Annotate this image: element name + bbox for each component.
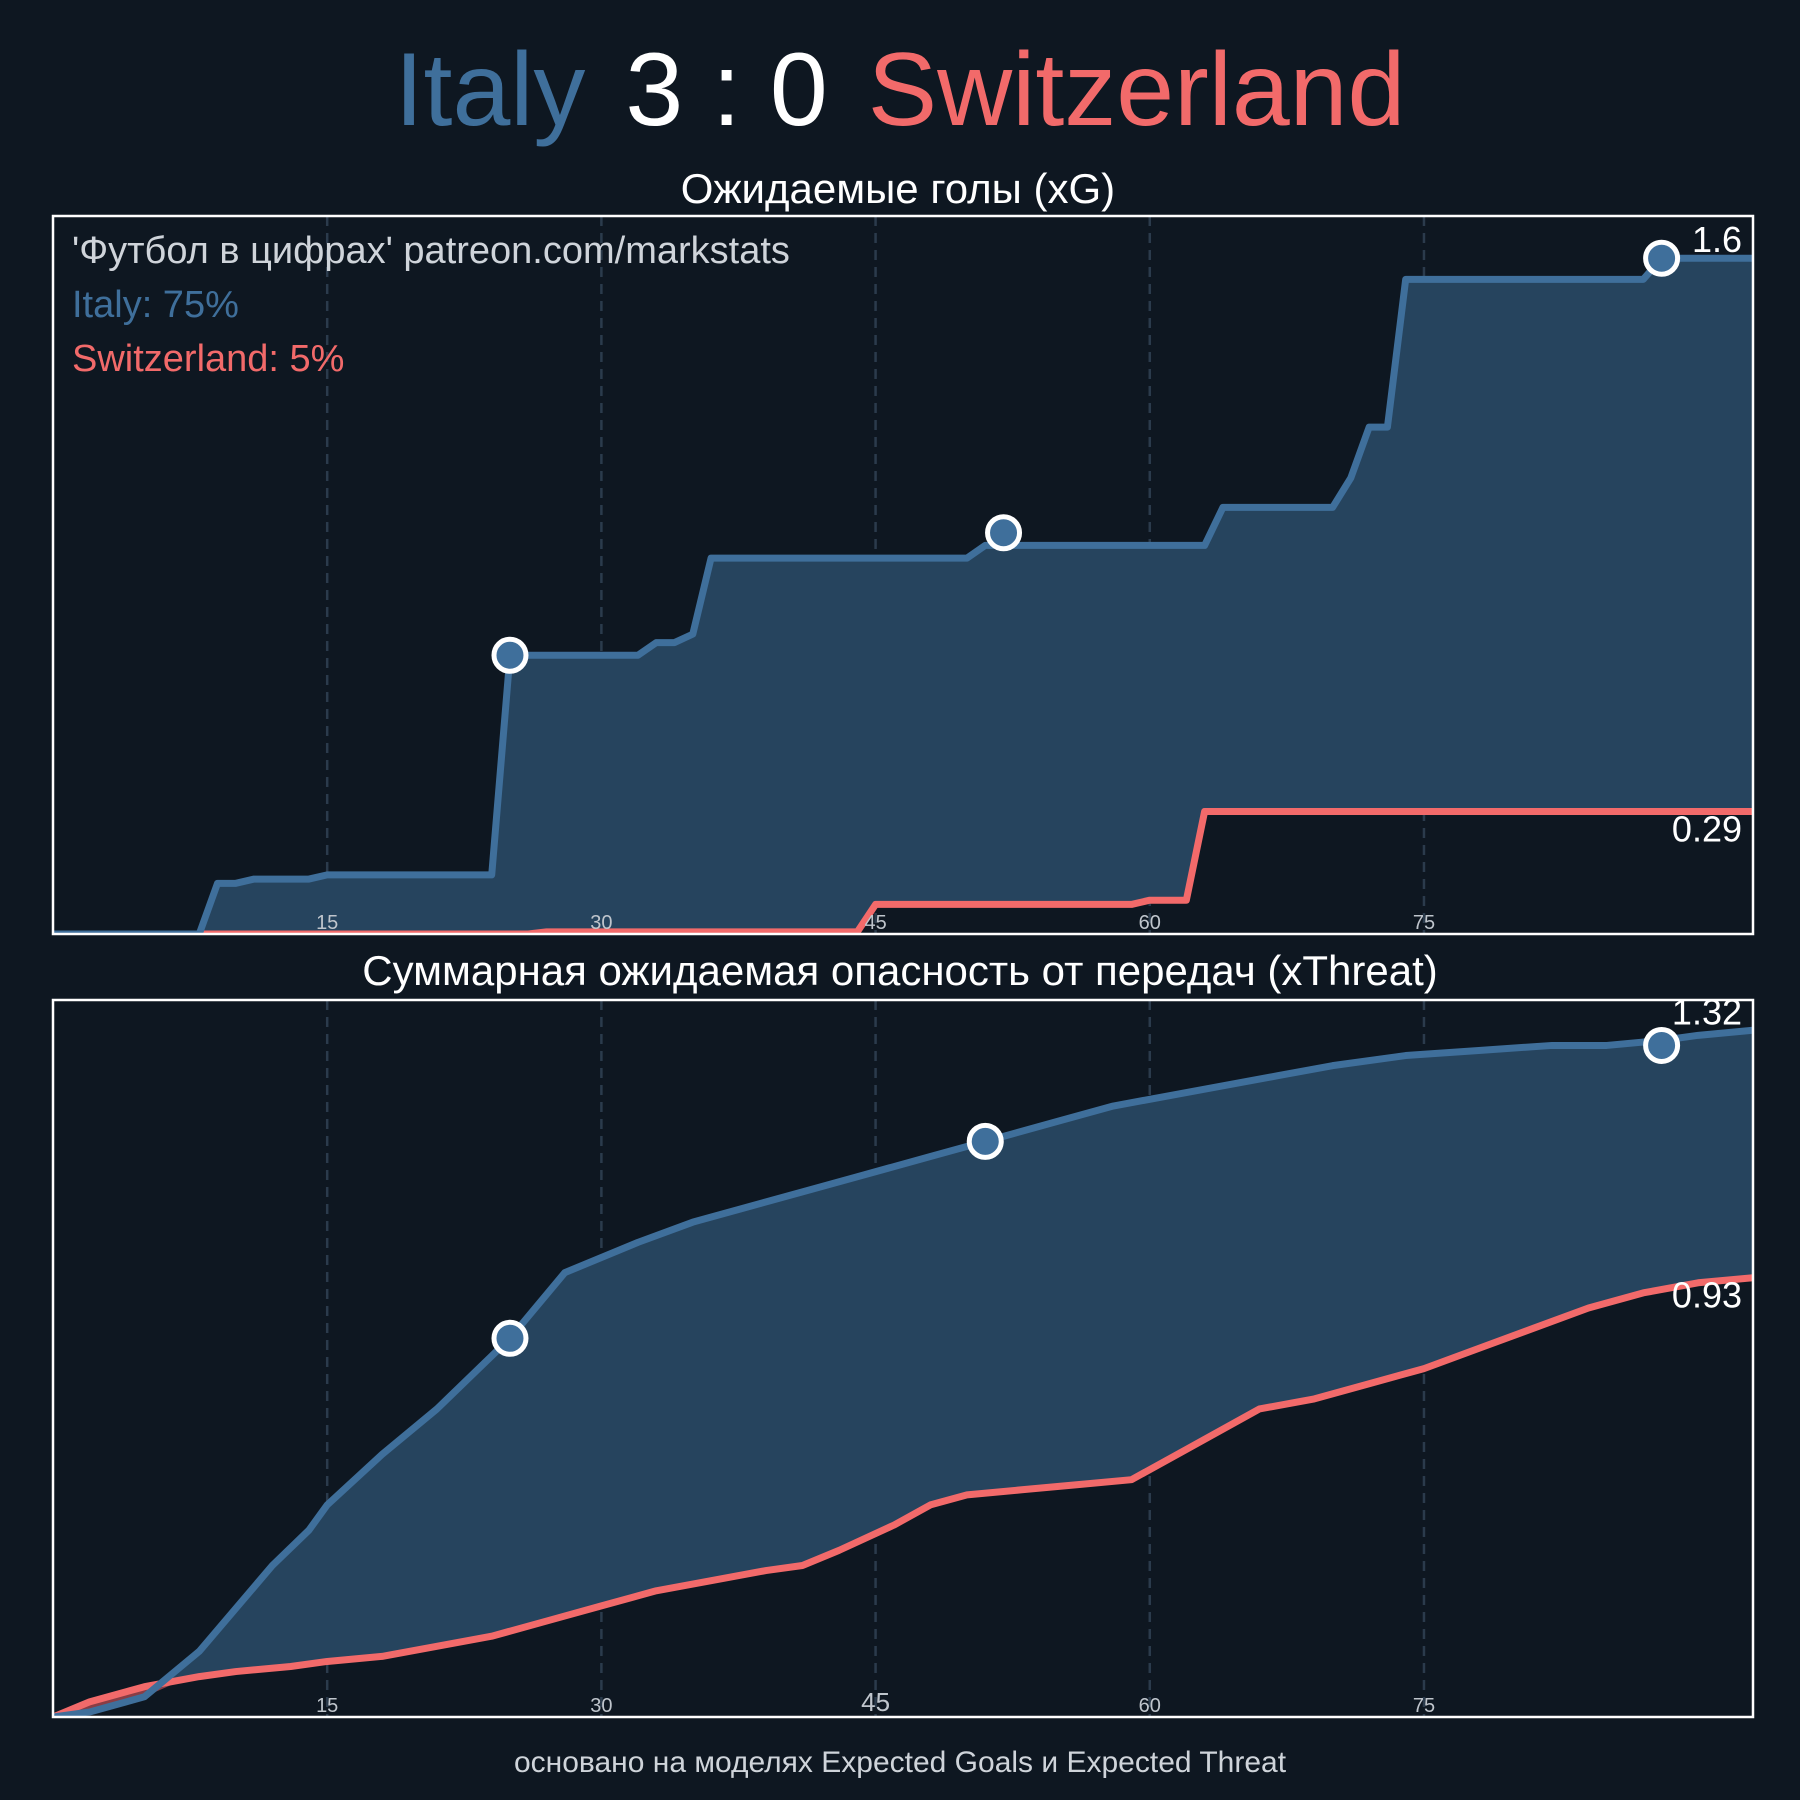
end-label-italy: 1.6 (1692, 219, 1742, 260)
series-line-italy (53, 1026, 1753, 1717)
x-tick-label-60: 60 (1139, 912, 1161, 934)
plot-frame (51, 214, 1755, 936)
series-line-switzerland (53, 1274, 1753, 1717)
x-tick-label-30: 30 (590, 912, 612, 934)
x-tick-label-30: 30 (590, 1695, 612, 1717)
goal-marker (1643, 239, 1681, 277)
goal-marker (491, 636, 529, 674)
series-line-italy (53, 254, 1753, 934)
xg-chart-title: Ожидаемые голы (xG) (680, 165, 1116, 212)
x-tick-label-60: 60 (1139, 1695, 1161, 1717)
plot-frame (51, 998, 1755, 1719)
home-win-probability: Italy: 75% (72, 284, 239, 326)
x-tick-label-45: 45 (864, 912, 886, 934)
watermark-text: 'Футбол в цифрах' patreon.com/markstats (72, 230, 790, 272)
plot-area (53, 1026, 1753, 1717)
goal-marker (491, 1319, 529, 1357)
area-between-curves (53, 1030, 1753, 1717)
away-win-probability: Switzerland: 5% (72, 338, 345, 380)
end-label-switzerland: 0.93 (1672, 1275, 1742, 1316)
goal-marker (1643, 1026, 1681, 1064)
x-tick-label-45: 45 (861, 1687, 890, 1717)
home-team-name: Italy (394, 32, 586, 148)
goal-marker (985, 514, 1023, 552)
match-score: 3 : 0 (625, 32, 828, 148)
match-title: Italy 3 : 0 Switzerland (0, 38, 1800, 142)
xg-chart: 15 30 45 60 75 1.6 0.29 (51, 214, 1755, 936)
x-tick-label-15: 15 (316, 912, 338, 934)
footer-note: основано на моделях Expected Goals и Exp… (513, 1746, 1287, 1779)
end-label-switzerland: 0.29 (1672, 809, 1742, 850)
end-label-italy: 1.32 (1672, 991, 1742, 1032)
xthreat-chart-title: Суммарная ожидаемая опасность от передач… (362, 947, 1438, 994)
x-tick-label-75: 75 (1413, 1695, 1435, 1717)
x-tick-label-75: 75 (1413, 912, 1435, 934)
x-tick-label-15: 15 (316, 1695, 338, 1717)
away-team-name: Switzerland (867, 32, 1406, 148)
area-between-curves (53, 258, 1753, 934)
xthreat-chart: 15 30 45 60 75 1.32 0.93 (51, 991, 1755, 1719)
goal-marker (966, 1122, 1004, 1160)
